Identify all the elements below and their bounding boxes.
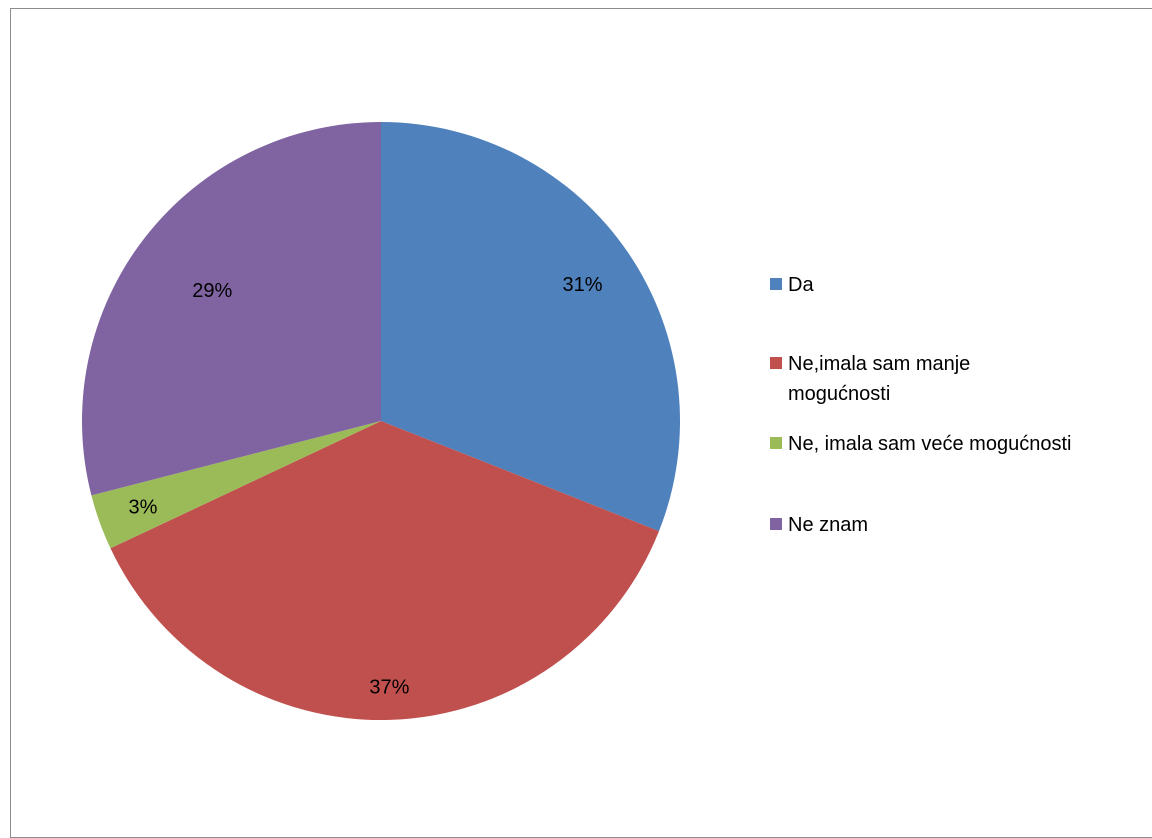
pie-slice-ne-manje	[110, 421, 660, 720]
legend-swatch-ne-manje	[770, 357, 782, 369]
data-label-ne-manje: 37%	[369, 677, 409, 699]
legend-label-ne-manje-line-1: Ne,imala sam manje	[788, 353, 971, 375]
legend-item-ne-znam: Ne znam	[770, 510, 868, 540]
legend-swatch-ne-znam	[770, 518, 782, 530]
legend-label-ne-manje-line-2: mogućnosti	[788, 383, 891, 405]
legend-item-ne-vece: Ne, imala sam veće mogućnosti	[770, 429, 1071, 459]
pie-slice-ne-vece	[91, 421, 381, 549]
data-label-ne-znam: 29%	[192, 280, 232, 302]
pie-slice-da	[381, 122, 681, 532]
legend-item-ne-manje: Ne,imala sam manje mogućnosti	[770, 349, 970, 409]
data-labels: 31% 37% 3% 29%	[129, 274, 603, 699]
legend-swatch-da	[770, 278, 782, 290]
legend-swatch-ne-vece	[770, 437, 782, 449]
legend-item-da: Da	[770, 270, 814, 300]
pie-slices	[81, 122, 681, 720]
data-label-da: 31%	[563, 274, 603, 296]
legend-label-da: Da	[788, 274, 814, 296]
legend-label-ne-manje: Ne,imala sam manje mogućnosti	[788, 349, 970, 409]
data-label-ne-vece: 3%	[129, 497, 158, 519]
legend-label-ne-vece: Ne, imala sam veće mogućnosti	[788, 433, 1072, 455]
pie-slice-ne-znam	[81, 122, 381, 496]
legend-label-ne-znam: Ne znam	[788, 514, 869, 536]
